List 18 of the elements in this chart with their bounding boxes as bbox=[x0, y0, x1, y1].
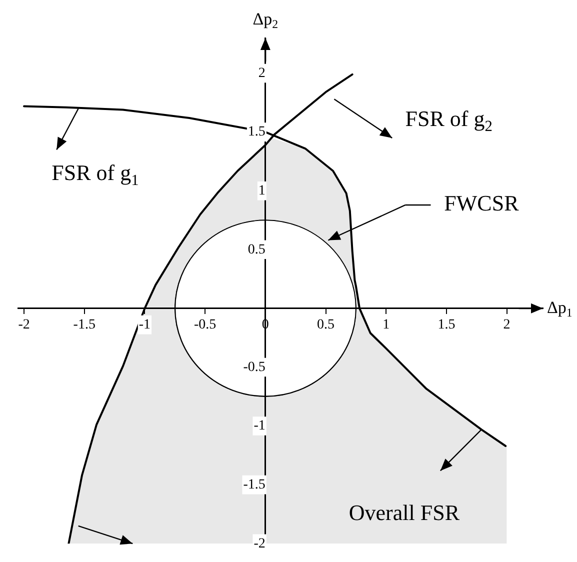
y-tick-label: 1.5 bbox=[248, 124, 266, 140]
y-tick-label: 2 bbox=[258, 66, 266, 81]
annotation: FWCSR bbox=[444, 190, 520, 216]
x-tick-label: 2 bbox=[503, 318, 510, 333]
y-tick-label: -1 bbox=[254, 418, 266, 434]
y-tick-label: -0.5 bbox=[243, 360, 266, 375]
x-tick-label: 1 bbox=[382, 318, 390, 333]
x-tick-label: -1.5 bbox=[73, 318, 96, 333]
x-tick-label: -2 bbox=[18, 318, 30, 333]
x-tick-label: -1 bbox=[138, 318, 151, 333]
x-tick-label: 0.5 bbox=[317, 318, 335, 333]
x-tick-label: -0.5 bbox=[194, 318, 216, 333]
y-tick-label: 0.5 bbox=[248, 242, 266, 258]
y-tick-label: 1 bbox=[258, 184, 266, 199]
y-tick-label: -2 bbox=[254, 536, 266, 552]
annotation: Overall FSR bbox=[348, 500, 460, 525]
x-tick-label: 1.5 bbox=[438, 318, 456, 333]
y-tick-label: -1.5 bbox=[243, 477, 266, 492]
